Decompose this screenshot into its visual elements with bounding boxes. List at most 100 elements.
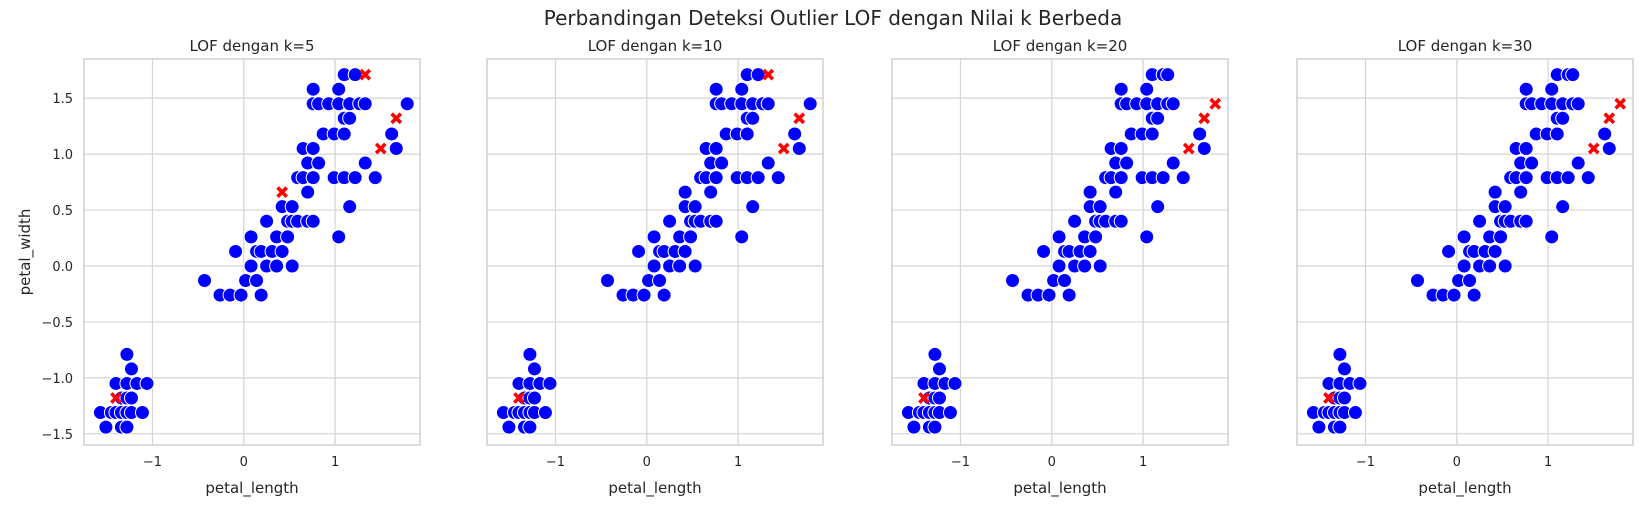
series-inliers — [92, 67, 415, 435]
inlier-point — [1544, 81, 1560, 97]
inlier-point — [1051, 258, 1067, 274]
inlier-point — [305, 81, 321, 97]
inlier-point — [1336, 361, 1352, 377]
inlier-point — [1462, 273, 1478, 289]
inlier-point — [1092, 199, 1108, 215]
subplot-title: LOF dengan k=10 — [588, 37, 723, 55]
y-tick-label: 1.5 — [52, 92, 73, 107]
inlier-point — [1155, 170, 1171, 186]
x-tick-label: −1 — [951, 455, 970, 470]
inlier-point — [274, 243, 290, 259]
inlier-point — [1555, 199, 1571, 215]
inlier-point — [1497, 199, 1513, 215]
inlier-point — [652, 273, 668, 289]
inlier-point — [1456, 258, 1472, 274]
inlier-point — [1077, 258, 1093, 274]
inlier-point — [347, 170, 363, 186]
subplot-title: LOF dengan k=20 — [993, 37, 1128, 55]
inlier-point — [1057, 273, 1073, 289]
inlier-point — [1005, 273, 1021, 289]
inlier-point — [1139, 229, 1155, 245]
inlier-point — [1113, 213, 1129, 229]
x-tick-label: 0 — [240, 455, 248, 470]
outlier-point — [1182, 142, 1195, 155]
inlier-point — [703, 184, 719, 200]
inlier-point — [243, 229, 259, 245]
subplot-4: −1 0 1 LOF dengan k=30 petal_length — [1296, 37, 1634, 498]
y-tick-label: 1.0 — [52, 148, 73, 163]
inlier-point — [526, 390, 542, 406]
inlier-point — [1497, 258, 1513, 274]
outlier-point — [1614, 97, 1627, 110]
outlier-point — [276, 186, 289, 199]
x-tick-label: 0 — [1048, 455, 1056, 470]
inlier-point — [1441, 243, 1457, 259]
inlier-point — [399, 96, 415, 112]
inlier-point — [708, 81, 724, 97]
subplot-2: −1 0 1 LOF dengan k=10 petal_length — [486, 37, 824, 498]
subplot-grid: −1 0 1 −1.5 −1.0 −0.5 0.0 0.5 1.0 1.5 LOF dengan k… — [16, 37, 1634, 498]
inlier-point — [1311, 419, 1327, 435]
inlier-point — [1518, 81, 1534, 97]
x-tick-label: −1 — [1356, 455, 1375, 470]
inlier-point — [134, 405, 150, 421]
y-tick-label: −0.5 — [41, 316, 73, 331]
inlier-point — [1082, 184, 1098, 200]
inlier-point — [384, 126, 400, 142]
axes-frame — [83, 58, 421, 446]
inlier-point — [526, 361, 542, 377]
inlier-point — [1113, 170, 1129, 186]
inlier-point — [336, 126, 352, 142]
inlier-point — [1352, 375, 1368, 391]
x-tick-label: 1 — [331, 455, 339, 470]
figure-title: Perbandingan Deteksi Outlier LOF dengan … — [544, 6, 1123, 30]
series-outliers — [918, 97, 1222, 404]
inlier-point — [388, 141, 404, 157]
subplot-3: −1 0 1 LOF dengan k=20 petal_length — [891, 37, 1229, 498]
x-axis-label: petal_length — [608, 479, 701, 498]
inlier-point — [253, 287, 269, 303]
inlier-point — [1466, 287, 1482, 303]
inlier-point — [677, 243, 693, 259]
inlier-point — [636, 287, 652, 303]
inlier-point — [1196, 141, 1212, 157]
inlier-point — [745, 199, 761, 215]
inlier-point — [342, 199, 358, 215]
inlier-point — [1544, 229, 1560, 245]
inlier-point — [311, 155, 327, 171]
inlier-point — [1518, 141, 1534, 157]
inlier-point — [1580, 170, 1596, 186]
inlier-point — [750, 67, 766, 83]
inlier-point — [760, 155, 776, 171]
inlier-point — [646, 229, 662, 245]
outlier-point — [777, 142, 790, 155]
inlier-point — [1150, 199, 1166, 215]
inlier-point — [119, 346, 135, 362]
inlier-point — [1487, 184, 1503, 200]
inlier-point — [770, 170, 786, 186]
x-axis-label: petal_length — [1013, 479, 1106, 498]
inlier-point — [1139, 81, 1155, 97]
inlier-point — [1092, 258, 1108, 274]
x-tick-label: −1 — [546, 455, 565, 470]
inlier-point — [342, 110, 358, 126]
inlier-point — [687, 258, 703, 274]
inlier-point — [243, 258, 259, 274]
inlier-point — [1601, 141, 1617, 157]
inlier-point — [305, 213, 321, 229]
y-axis-label: petal_width — [16, 209, 35, 296]
inlier-point — [1336, 390, 1352, 406]
inlier-point — [927, 419, 943, 435]
inlier-point — [1144, 126, 1160, 142]
outlier-point — [110, 392, 122, 404]
inlier-point — [931, 361, 947, 377]
y-tick-label: −1.0 — [41, 372, 73, 387]
inlier-point — [1570, 155, 1586, 171]
inlier-point — [802, 96, 818, 112]
inlier-point — [646, 258, 662, 274]
series-inliers — [495, 67, 818, 435]
y-tick-label: 0.0 — [52, 260, 73, 275]
inlier-point — [522, 419, 538, 435]
inlier-point — [791, 141, 807, 157]
inlier-point — [1165, 96, 1181, 112]
